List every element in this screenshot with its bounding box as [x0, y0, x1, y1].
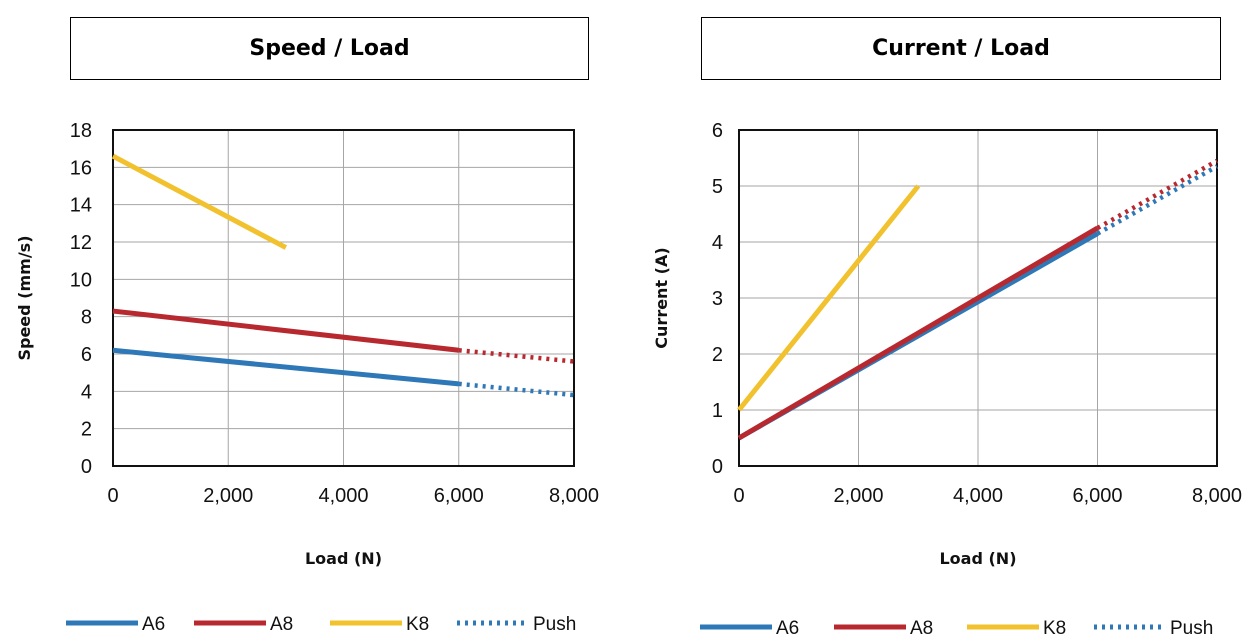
- y-tick-label: 6: [81, 344, 92, 366]
- legend-label-push: Push: [1170, 618, 1213, 639]
- y-tick-label: 10: [70, 269, 92, 291]
- y-tick-label: 12: [70, 232, 92, 254]
- series-push-a6: [458, 381, 575, 398]
- y-tick-label: 4: [81, 381, 92, 403]
- x-tick-label: 4,000: [318, 485, 368, 507]
- y-tick-label: 18: [70, 120, 92, 142]
- x-axis-title: Load (N): [939, 549, 1016, 568]
- speed-load-chart: 0 2,000 4,000 6,000 8,000 0 2 4 6 8 10 12 14 16 18 Load…: [15, 120, 599, 635]
- series-line-a6: [112, 347, 459, 387]
- x-axis-title: Load (N): [305, 549, 382, 568]
- legend-label-k8: K8: [1043, 618, 1066, 639]
- chart-title-current-load: Current / Load: [701, 17, 1221, 80]
- x-tick-label: 2,000: [833, 485, 883, 507]
- x-tick-label: 6,000: [1072, 485, 1122, 507]
- y-tick-label: 4: [712, 232, 723, 254]
- chart-title-speed-load: Speed / Load: [70, 17, 589, 80]
- y-tick-label: 1: [712, 400, 723, 422]
- series-line-a8: [112, 308, 460, 353]
- legend-label-a6: A6: [142, 614, 165, 635]
- series-line-k8: [111, 153, 288, 250]
- y-tick-label: 0: [81, 456, 92, 478]
- y-axis-title: Current (A): [652, 247, 671, 348]
- y-tick-label: 8: [81, 307, 92, 329]
- series-push-a8: [458, 348, 575, 364]
- legend-label-push: Push: [533, 614, 576, 635]
- legend-label-k8: K8: [406, 614, 429, 635]
- y-tick-label: 16: [70, 157, 92, 179]
- x-tick-label: 0: [107, 485, 118, 507]
- y-tick-label: 3: [712, 288, 723, 310]
- y-tick-label: 14: [70, 195, 92, 217]
- series-line-a8: [737, 225, 1099, 441]
- series-line-k8: [737, 184, 921, 412]
- legend-label-a8: A8: [270, 614, 293, 635]
- y-tick-label: 6: [712, 120, 723, 142]
- y-tick-label: 5: [712, 176, 723, 198]
- x-tick-label: 2,000: [203, 485, 253, 507]
- series-push-a8: [1096, 158, 1219, 230]
- x-tick-label: 8,000: [1192, 485, 1242, 507]
- plot-area-border: [112, 129, 575, 467]
- y-tick-label: 2: [81, 419, 92, 441]
- legend-label-a6: A6: [776, 618, 799, 639]
- series-push-a6: [1096, 164, 1219, 236]
- x-tick-label: 6,000: [434, 485, 484, 507]
- x-tick-label: 8,000: [549, 485, 599, 507]
- y-tick-label: 0: [712, 456, 723, 478]
- y-axis-title: Speed (mm/s): [15, 235, 34, 360]
- x-tick-label: 4,000: [953, 485, 1003, 507]
- y-tick-label: 2: [712, 344, 723, 366]
- legend-label-a8: A8: [910, 618, 933, 639]
- plot-area-border: [738, 129, 1218, 467]
- x-tick-label: 0: [733, 485, 744, 507]
